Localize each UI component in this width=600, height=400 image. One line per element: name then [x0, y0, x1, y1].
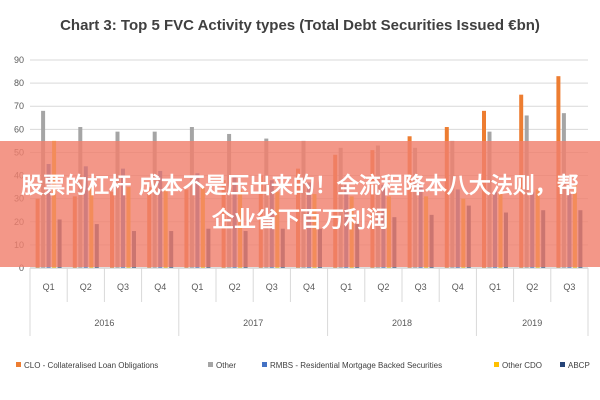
- legend-label: CLO - Collateralised Loan Obligations: [24, 361, 158, 370]
- legend-label: Other CDO: [502, 361, 542, 370]
- legend-label: Other: [216, 361, 236, 370]
- x-tick-label: Q1: [43, 282, 55, 292]
- x-tick-label: Q2: [229, 282, 241, 292]
- legend-swatch: [16, 362, 21, 367]
- legend-swatch: [560, 362, 565, 367]
- legend-swatch: [494, 362, 499, 367]
- x-tick-label: Q4: [154, 282, 166, 292]
- x-tick-label: Q2: [377, 282, 389, 292]
- x-tick-label: Q4: [303, 282, 315, 292]
- legend-label: RMBS - Residential Mortgage Backed Secur…: [270, 361, 442, 370]
- legend-swatch: [208, 362, 213, 367]
- x-tick-label: Q4: [452, 282, 464, 292]
- y-tick-label: 0: [19, 263, 24, 273]
- legend-label: ABCP: [568, 361, 590, 370]
- y-tick-label: 80: [14, 78, 24, 88]
- x-tick-label: Q1: [340, 282, 352, 292]
- y-tick-label: 70: [14, 101, 24, 111]
- ad-banner-text[interactable]: 股票的杠杆 成本不是压出来的！全流程降本八大法则，帮企业省下百万利润: [21, 174, 579, 233]
- legend-swatch: [262, 362, 267, 367]
- ad-banner-overlay[interactable]: 股票的杠杆 成本不是压出来的！全流程降本八大法则，帮企业省下百万利润: [0, 141, 600, 267]
- x-axis: Q1 Q2 Q3 Q4 Q1 Q2 Q3 Q4 Q1 Q2 Q3 Q4 Q1 Q2 Q3 2016 2017 20…: [29, 267, 589, 336]
- x-tick-label: Q3: [266, 282, 278, 292]
- x-tick-label: Q3: [415, 282, 427, 292]
- x-tick-label: Q2: [80, 282, 92, 292]
- legend: CLO - Collateralised Loan Obligations Oth…: [16, 361, 590, 370]
- x-tick-label: Q2: [526, 282, 538, 292]
- x-tick-label: Q1: [489, 282, 501, 292]
- x-tick-label: Q1: [191, 282, 203, 292]
- year-label: 2019: [522, 318, 542, 328]
- year-label: 2016: [94, 318, 114, 328]
- x-tick-label: Q3: [563, 282, 575, 292]
- chart-title: Chart 3: Top 5 FVC Activity types (Total…: [60, 17, 540, 34]
- y-tick-label: 90: [14, 55, 24, 65]
- x-tick-label: Q3: [117, 282, 129, 292]
- year-label: 2018: [392, 318, 412, 328]
- y-tick-label: 60: [14, 124, 24, 134]
- year-label: 2017: [243, 318, 263, 328]
